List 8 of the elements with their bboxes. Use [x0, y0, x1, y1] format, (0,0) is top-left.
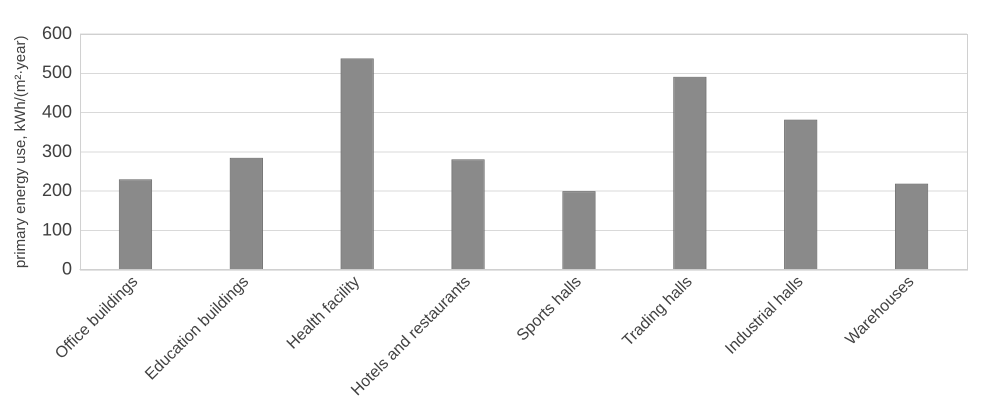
y-tick-label: 0 [62, 258, 72, 279]
y-tick-label: 400 [42, 102, 72, 122]
y-tick-label: 300 [42, 140, 72, 161]
y-tick-label: 100 [42, 219, 72, 240]
y-tick-label: 200 [42, 180, 72, 200]
y-tick-label: 500 [42, 62, 72, 82]
y-axis-title: primary energy use, kWh/(m²·year) [12, 36, 30, 268]
y-tick-label: 600 [42, 22, 72, 43]
